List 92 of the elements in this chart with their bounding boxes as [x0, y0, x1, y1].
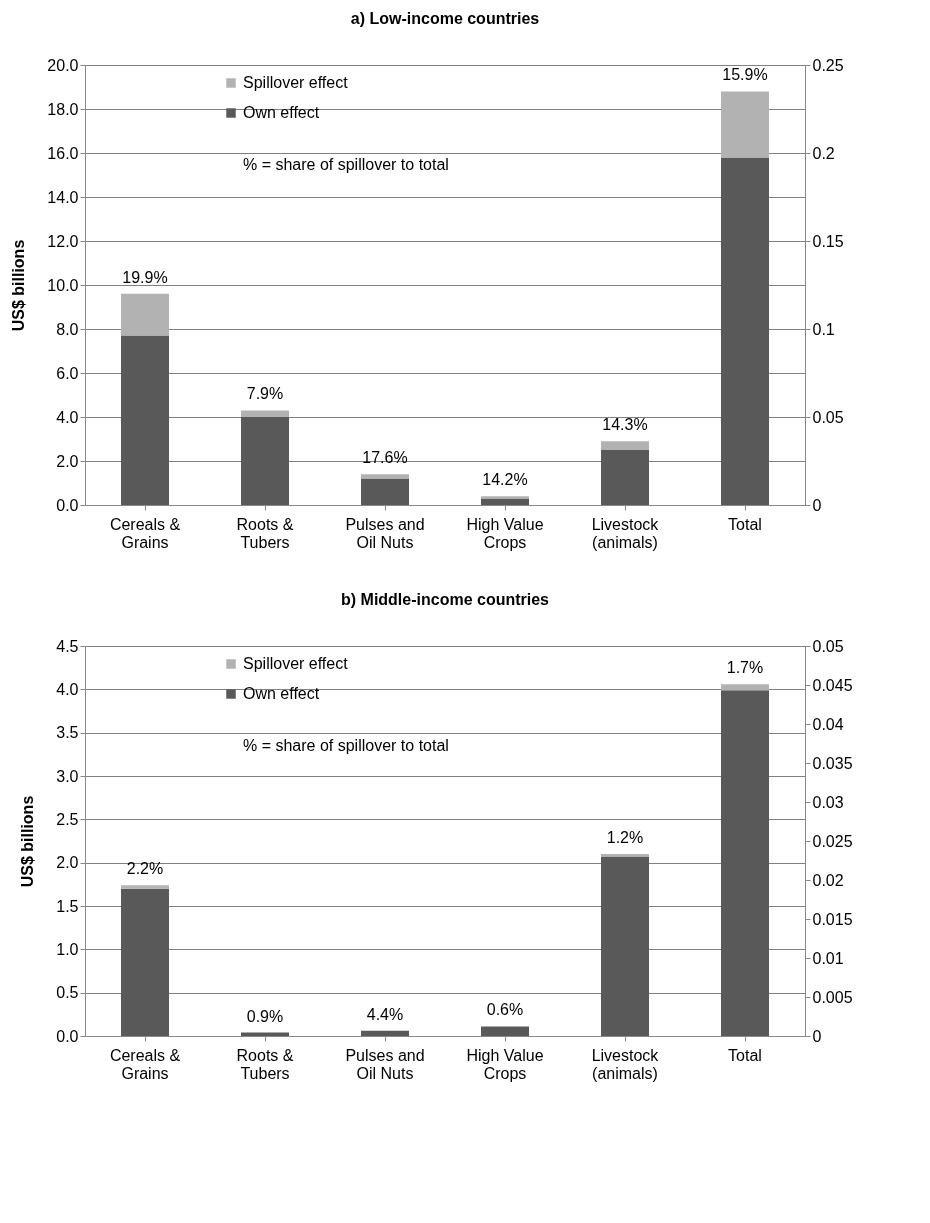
y-tick-label: 4.5	[56, 637, 79, 655]
y2-tick-label: 0	[812, 496, 822, 514]
y-tick-label: 18.0	[47, 100, 79, 118]
y2-tick-label: 0	[812, 1027, 822, 1045]
y-tick-label: 1.5	[56, 897, 79, 915]
bar	[121, 335, 169, 505]
x-tick-label: Pulses and Oil Nuts	[345, 1046, 425, 1082]
annotation: 19.9%	[122, 268, 168, 286]
y2-tick-label: 0.05	[812, 637, 844, 655]
annotation: 7.9%	[246, 385, 284, 403]
annotation: 14.2%	[482, 471, 528, 489]
x-tick-label: Livestock (animals)	[591, 1046, 660, 1082]
chart-title: a) Low-income countries	[350, 10, 540, 27]
y2-tick-label: 0.15	[812, 232, 844, 250]
y-tick-label: 2.0	[56, 854, 79, 872]
legend-label: Spillover effect	[243, 655, 349, 672]
bar	[601, 856, 649, 1036]
bar	[121, 885, 169, 889]
y2-tick-label: 0.035	[812, 754, 853, 772]
y2-tick-label: 0.005	[812, 988, 853, 1006]
annotation: 1.7%	[726, 659, 764, 677]
bar	[721, 690, 769, 1036]
x-tick-label: Total	[728, 515, 762, 533]
x-tick-label: High Value Crops	[466, 515, 544, 551]
x-tick-label: High Value Crops	[466, 1046, 544, 1082]
bar	[481, 498, 529, 505]
bar	[721, 91, 769, 158]
y2-tick-label: 0.025	[812, 832, 853, 850]
y2-tick-label: 0.02	[812, 871, 844, 889]
y-tick-label: 0.5	[56, 984, 79, 1002]
bar	[721, 684, 769, 691]
y2-tick-label: 0.015	[812, 910, 853, 928]
bar	[601, 450, 649, 505]
y2-tick-label: 0.1	[812, 320, 835, 338]
y-axis-title: US$ billions	[10, 239, 28, 332]
bar	[121, 293, 169, 336]
annotation: 2.2%	[126, 860, 164, 878]
bar	[361, 474, 409, 479]
bar	[481, 496, 529, 499]
y-tick-label: 6.0	[56, 364, 79, 382]
annotation: % = share of spillover to total	[243, 737, 449, 754]
y-tick-label: 3.0	[56, 767, 79, 785]
bar	[241, 417, 289, 505]
y-tick-label: 4.0	[56, 680, 79, 698]
x-tick-label: Total	[728, 1046, 762, 1064]
y2-tick-label: 0.2	[812, 144, 835, 162]
x-tick-label: Roots & Tubers	[236, 1046, 294, 1082]
y2-tick-label: 0.01	[812, 949, 844, 967]
y2-tick-label: 0.045	[812, 676, 853, 694]
legend-label: Own effect	[243, 685, 320, 702]
legend-label: Spillover effect	[243, 74, 349, 91]
y2-tick-label: 0.25	[812, 56, 844, 74]
x-tick-label: Roots & Tubers	[236, 515, 294, 551]
annotation: 14.3%	[602, 416, 648, 434]
annotation: 15.9%	[722, 66, 768, 84]
y2-tick-label: 0.03	[812, 793, 844, 811]
bar	[241, 410, 289, 417]
y-tick-label: 4.0	[56, 408, 79, 426]
annotation: % = share of spillover to total	[243, 156, 449, 173]
annotation: 4.4%	[366, 1005, 404, 1023]
annotation: 0.9%	[246, 1007, 284, 1025]
bar	[721, 157, 769, 505]
y-tick-label: 14.0	[47, 188, 79, 206]
annotation: 1.2%	[606, 829, 644, 846]
y-tick-label: 2.0	[56, 452, 79, 470]
y-tick-label: 16.0	[47, 144, 79, 162]
y-tick-label: 0.0	[56, 496, 79, 514]
annotation: 0.6%	[486, 1001, 524, 1019]
y-tick-label: 20.0	[47, 56, 79, 74]
bar	[361, 1030, 409, 1036]
y-tick-label: 3.5	[56, 724, 79, 742]
x-tick-label: Livestock (animals)	[591, 515, 660, 551]
bar	[601, 854, 649, 857]
y-tick-label: 12.0	[47, 232, 79, 250]
annotation: 17.6%	[362, 449, 408, 467]
y-tick-label: 0.0	[56, 1027, 79, 1045]
y-axis-title: US$ billions	[19, 795, 37, 888]
y-tick-label: 10.0	[47, 276, 79, 294]
y2-tick-label: 0.04	[812, 715, 844, 733]
bar	[361, 478, 409, 505]
x-tick-label: Cereals & Grains	[109, 515, 181, 551]
bar	[601, 441, 649, 450]
y-tick-label: 2.5	[56, 810, 79, 828]
y2-tick-label: 0.05	[812, 408, 844, 426]
chart-title: b) Middle-income countries	[340, 591, 550, 608]
y-tick-label: 8.0	[56, 320, 79, 338]
x-tick-label: Cereals & Grains	[109, 1046, 181, 1082]
x-tick-label: Pulses and Oil Nuts	[345, 515, 425, 551]
bar	[481, 1026, 529, 1036]
legend-label: Own effect	[243, 104, 320, 121]
y-tick-label: 1.0	[56, 940, 79, 958]
bar	[121, 888, 169, 1036]
